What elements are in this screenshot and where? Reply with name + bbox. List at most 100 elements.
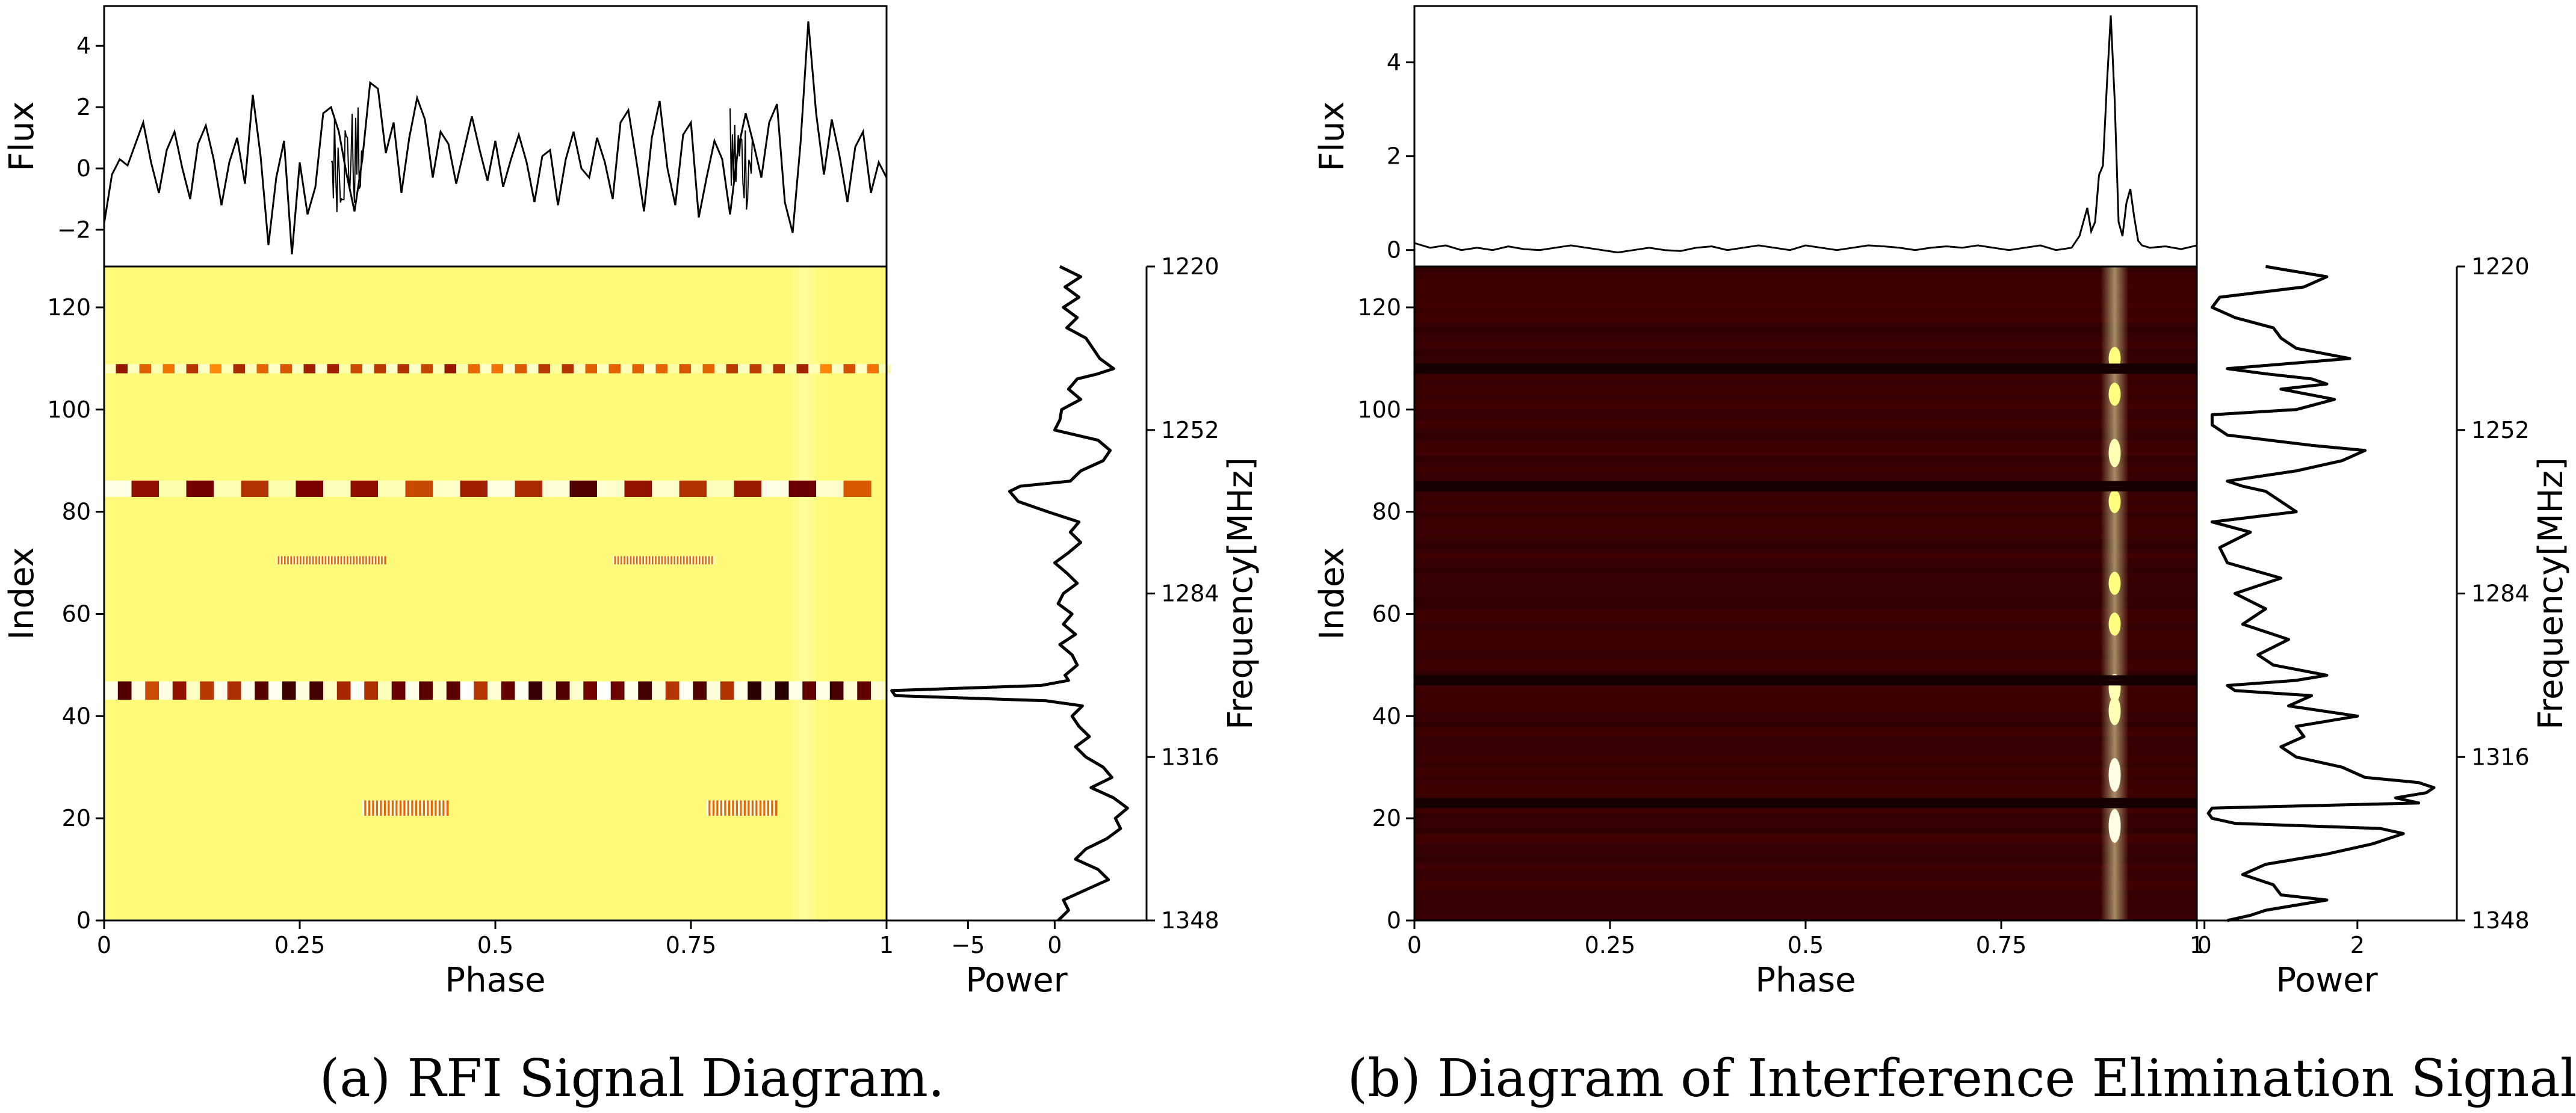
rfi-band-cell [624,681,639,700]
pulse-hotspot [2108,383,2121,406]
rfi-band-cell [366,800,369,816]
x-tick-label: 0.25 [274,932,326,958]
heatmap-row [1414,818,2197,824]
heatmap-row [1414,409,2197,415]
heatmap-row [1414,527,2197,533]
rfi-band-cell [436,800,439,816]
heatmap-row [1414,532,2197,538]
rfi-band-cell [298,556,300,565]
rfi-band-cell [364,800,367,816]
rfi-band-cell [214,480,242,497]
heatmap-row [1414,864,2197,870]
heatmap-row [1414,772,2197,778]
rfi-band-cell [785,364,797,374]
rfi-band-cell [716,800,719,816]
y-tick-label: 120 [47,294,91,321]
x-tick-label: 0 [97,932,111,958]
rfi-band-cell [666,556,668,565]
heatmap-row [1414,603,2197,609]
rfi-band-cell [268,364,281,374]
rfi-band-cell [663,556,665,565]
rfi-band-cell [301,556,303,565]
heatmap-row [1414,634,2197,640]
rfi-band-cell [708,556,710,565]
rfi-band-cell [384,556,386,565]
rfi-band-cell [748,800,751,816]
rfi-band-cell [640,556,643,565]
rfi-band-cell [503,364,516,374]
heatmap-row [1414,404,2197,410]
rfi-band-cell [488,480,516,497]
rfi-band-cell [702,556,704,565]
rfi-band-cell [761,681,776,700]
rfi-band-cell [597,681,611,700]
rfi-band-cell [538,364,551,374]
rfi-band-cell [656,556,658,565]
rfi-band-cell [569,480,598,497]
rfi-band-cell [280,556,283,565]
rfi-band-cell [209,364,222,374]
rfi-band-cell [348,556,350,565]
rfi-band-cell [816,480,844,497]
rfi-band-cell [622,556,624,565]
rfi-band-cell [501,681,516,700]
rfi-band-cell [616,556,618,565]
rfi-band-cell [460,480,488,497]
rfi-band-cell [681,556,684,565]
rfi-band-cell [300,556,302,565]
rfi-band-cell [370,556,373,565]
rfi-band-cell [381,556,383,565]
x-axis-label: Phase [1755,961,1856,1000]
frequency-tick-label: 1220 [1161,253,1219,280]
rfi-band-cell [336,681,351,700]
rfi-band-cell [433,364,445,374]
rfi-band-cell [653,556,655,565]
frequency-tick-label: 1348 [1161,907,1219,934]
rfi-band-cell [419,800,422,816]
x-tick-label: 0.25 [1585,932,1636,958]
rfi-band-cell [679,480,707,497]
flux-tick-label: 4 [76,32,91,59]
flux-tick-label: −2 [57,217,91,243]
rfi-band-cell [857,681,872,700]
heatmap-row [1414,788,2197,794]
rfi-band-cell [569,681,584,700]
heatmap-row [1414,869,2197,875]
heatmap-row [1414,271,2197,277]
heatmap-row [1414,552,2197,558]
rfi-band-cell [442,800,445,816]
x-tick-label: 0.75 [1976,932,2027,958]
rfi-band-cell [673,556,676,565]
rfi-band-cell [280,364,293,374]
heatmap-row [1414,716,2197,722]
rfi-band-cell [542,681,557,700]
rfi-band-cell [163,364,175,374]
y-tick-label: 40 [62,703,91,729]
pulse-hotspot [2108,439,2121,467]
rfi-band-cell [843,364,856,374]
rfi-band-cell [388,800,391,816]
power-profile-b: 0 2 Power [2196,265,2457,1000]
rfi-band-cell [556,681,571,700]
rfi-band-cell [104,364,117,374]
power-axis-label: Power [2276,961,2378,1000]
rfi-band-cell [775,681,790,700]
rfi-band [613,556,715,565]
heatmap-row [1414,322,2197,328]
heatmap-row [1414,890,2197,896]
rfi-band-cell [627,556,629,565]
rfi-band-cell [296,681,310,700]
heatmap-row [1414,297,2197,303]
rfi-band-cell [664,556,666,565]
rfi-band-cell [292,364,305,374]
rfi-band-cell [368,800,371,816]
heatmap-row [1414,910,2197,916]
rfi-band-cell [433,681,447,700]
panel-b: 0 0.25 0.5 0.75 1Phase020406080100120Index02… [1313,5,2576,1109]
heatmap-row [1414,267,2197,272]
rfi-band-cell [720,681,735,700]
heatmap-row [1414,419,2197,425]
rfi-band-cell [468,364,480,374]
heatmap-row [1414,374,2197,380]
heatmap-row [1414,353,2197,359]
